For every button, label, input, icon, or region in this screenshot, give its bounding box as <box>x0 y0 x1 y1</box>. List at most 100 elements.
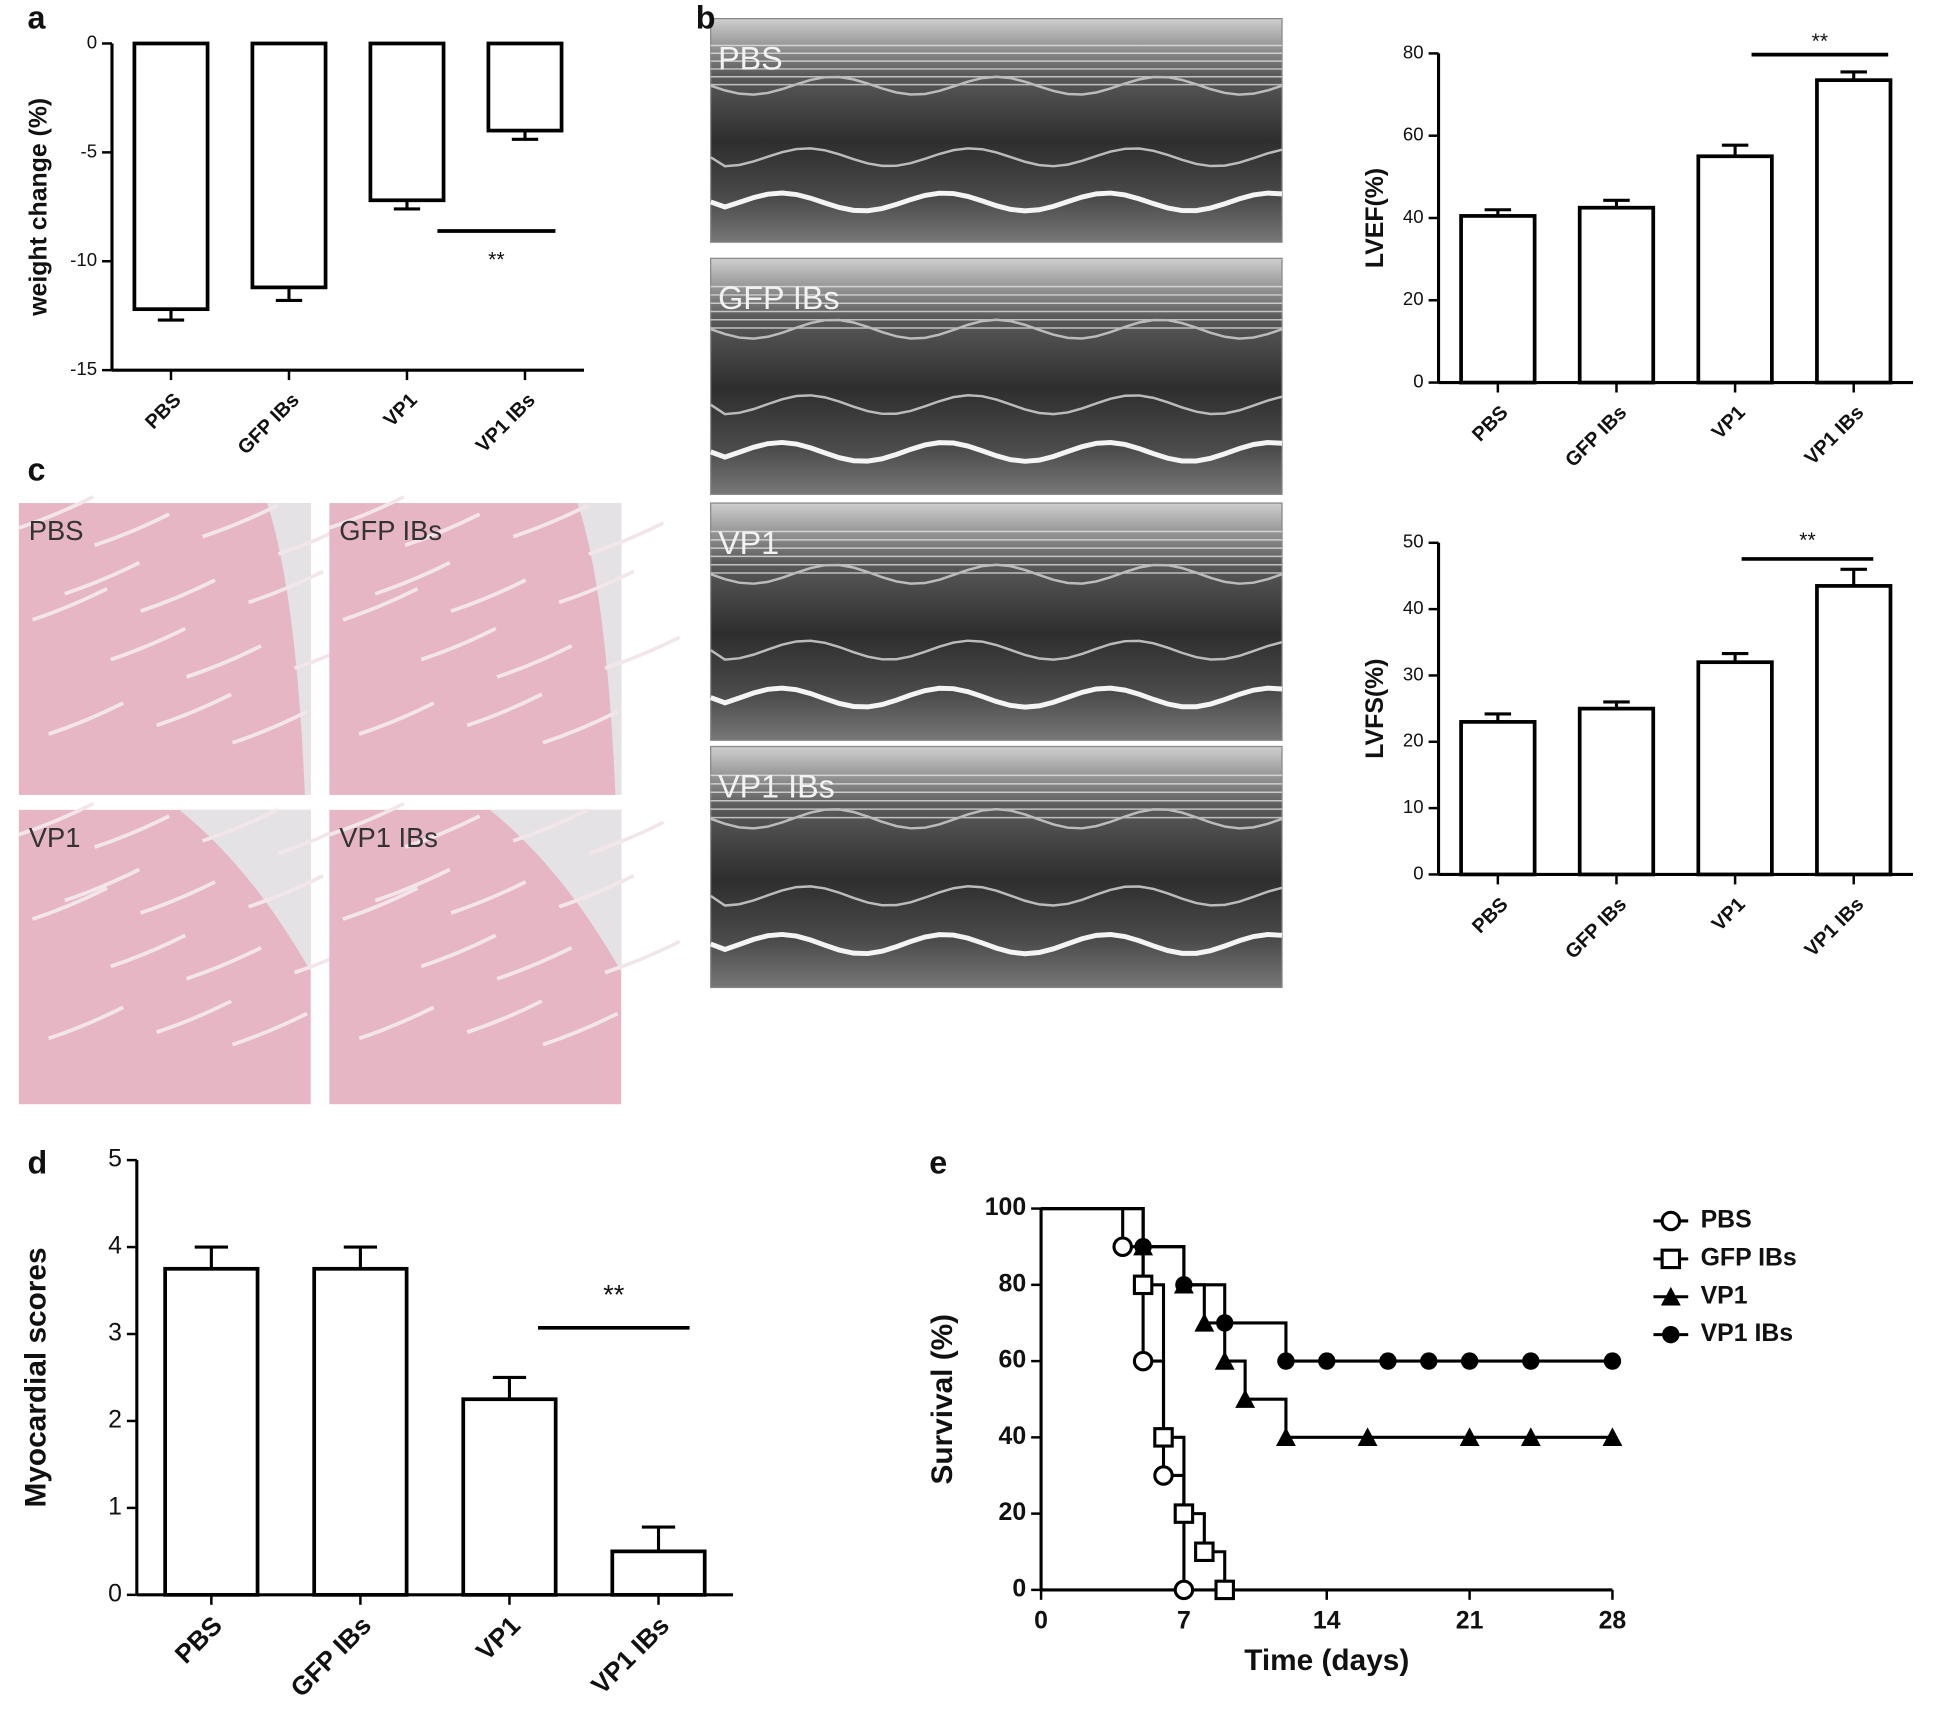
legend-label: PBS <box>1701 1207 1752 1234</box>
y-tick-label: 20 <box>1403 288 1424 309</box>
survival-line <box>1041 1207 1613 1363</box>
x-tick-label: VP1 IBs <box>1801 402 1869 470</box>
histology-fiber <box>404 814 481 849</box>
histology-label: PBS <box>29 515 84 546</box>
echo-wave <box>710 318 1283 340</box>
significance-label: ** <box>1799 529 1815 552</box>
bar <box>312 1266 409 1597</box>
histology-fiber <box>466 999 543 1034</box>
y-tick-label: 50 <box>1403 531 1424 552</box>
echo-wave <box>709 190 1283 214</box>
histology-fiber <box>48 701 124 736</box>
echo-wave <box>710 147 1283 168</box>
marker <box>1276 1427 1296 1447</box>
marker <box>1602 1427 1623 1447</box>
histology-fiber <box>512 808 589 843</box>
y-axis-label: LVFS(%) <box>1362 658 1389 758</box>
histology-fiber <box>110 933 187 969</box>
x-tick-label: 0 <box>1034 1608 1048 1635</box>
histology-fiber <box>64 561 141 596</box>
echo-wave <box>710 807 1283 830</box>
histology-fiber <box>185 644 262 679</box>
bar <box>486 41 564 133</box>
marker <box>1194 1541 1215 1563</box>
bar <box>1815 78 1893 385</box>
echo-wave <box>710 75 1283 96</box>
histology-fiber <box>328 801 405 837</box>
y-tick-label: 4 <box>108 1233 122 1260</box>
histology-fiber <box>231 710 308 745</box>
panel-label: d <box>28 1145 48 1181</box>
x-tick-label: VP1 <box>470 1610 526 1666</box>
histology-fiber <box>496 946 573 981</box>
marker <box>1214 1579 1235 1601</box>
y-axis-label: Myocardial scores <box>19 1247 52 1507</box>
y-tick-label: -15 <box>70 358 97 379</box>
histology-fiber <box>512 503 589 539</box>
histology-fiber <box>604 635 681 671</box>
marker <box>1459 1427 1480 1447</box>
x-tick-label: VP1 <box>1708 402 1750 444</box>
significance-label: ** <box>603 1279 625 1310</box>
marker <box>1194 1313 1215 1332</box>
marker <box>1379 1352 1397 1370</box>
x-tick-label: GFP IBs <box>284 1610 377 1703</box>
bar <box>1815 584 1893 877</box>
histology-fiber <box>202 808 279 843</box>
echo-wave <box>709 394 1283 416</box>
marker <box>1660 1286 1681 1306</box>
x-tick-label: PBS <box>1468 893 1512 937</box>
histology-fiber <box>342 587 419 622</box>
histology-background <box>179 809 311 972</box>
bar <box>1696 660 1774 877</box>
echo-wave <box>709 685 1283 710</box>
echo-label: GFP IBs <box>718 280 839 316</box>
bar <box>1696 154 1774 385</box>
marker <box>1175 1276 1193 1294</box>
y-tick-label: 0 <box>108 1580 122 1607</box>
histology-fiber <box>450 578 527 613</box>
y-tick-label: -5 <box>81 140 98 161</box>
x-tick-label: PBS <box>1468 402 1512 446</box>
histology-fiber <box>248 569 324 605</box>
x-tick-label: 7 <box>1177 1608 1191 1635</box>
bar <box>1459 720 1537 877</box>
histology-label: GFP IBs <box>339 515 442 546</box>
marker <box>1660 1210 1682 1232</box>
y-tick-label: 20 <box>999 1499 1027 1526</box>
echo-wave <box>709 931 1283 957</box>
histology-fiber <box>110 626 187 662</box>
y-tick-label: 0 <box>87 31 97 52</box>
x-tick-label: PBS <box>141 389 185 433</box>
legend-label: VP1 IBs <box>1701 1320 1793 1347</box>
echo-label: VP1 IBs <box>718 768 835 804</box>
y-tick-label: 60 <box>999 1347 1027 1374</box>
histology-images: PBS GFP IBs VP1 VP1 IBs <box>18 495 681 1105</box>
marker <box>1216 1314 1234 1332</box>
echo-label: PBS <box>718 40 783 76</box>
histology-background <box>577 503 622 795</box>
survival-line <box>1041 1207 1227 1590</box>
histology-label: VP1 <box>29 822 81 853</box>
histology-fiber <box>156 999 233 1034</box>
bar <box>610 1549 707 1597</box>
histology-fiber <box>374 867 451 903</box>
histology-fiber <box>404 512 481 548</box>
panel-label: e <box>929 1145 947 1181</box>
histology-fiber <box>328 495 405 530</box>
histology-fiber <box>94 814 170 849</box>
marker <box>1153 1465 1174 1486</box>
y-tick-label: 40 <box>999 1423 1027 1450</box>
histology-fiber <box>342 886 419 921</box>
echo-wave <box>709 639 1283 661</box>
marker <box>1132 1350 1154 1372</box>
histology-background <box>266 503 311 795</box>
marker <box>1318 1352 1336 1370</box>
x-tick-label: GFP IBs <box>1561 893 1631 963</box>
histology-fiber <box>48 1005 124 1041</box>
panel-label: a <box>28 0 47 35</box>
histology-fiber <box>558 874 635 909</box>
histology-label: VP1 IBs <box>339 822 438 853</box>
echo-images: PBS GFP IBs VP1 VP1 IBs <box>709 18 1283 989</box>
histology-fiber <box>64 867 141 903</box>
